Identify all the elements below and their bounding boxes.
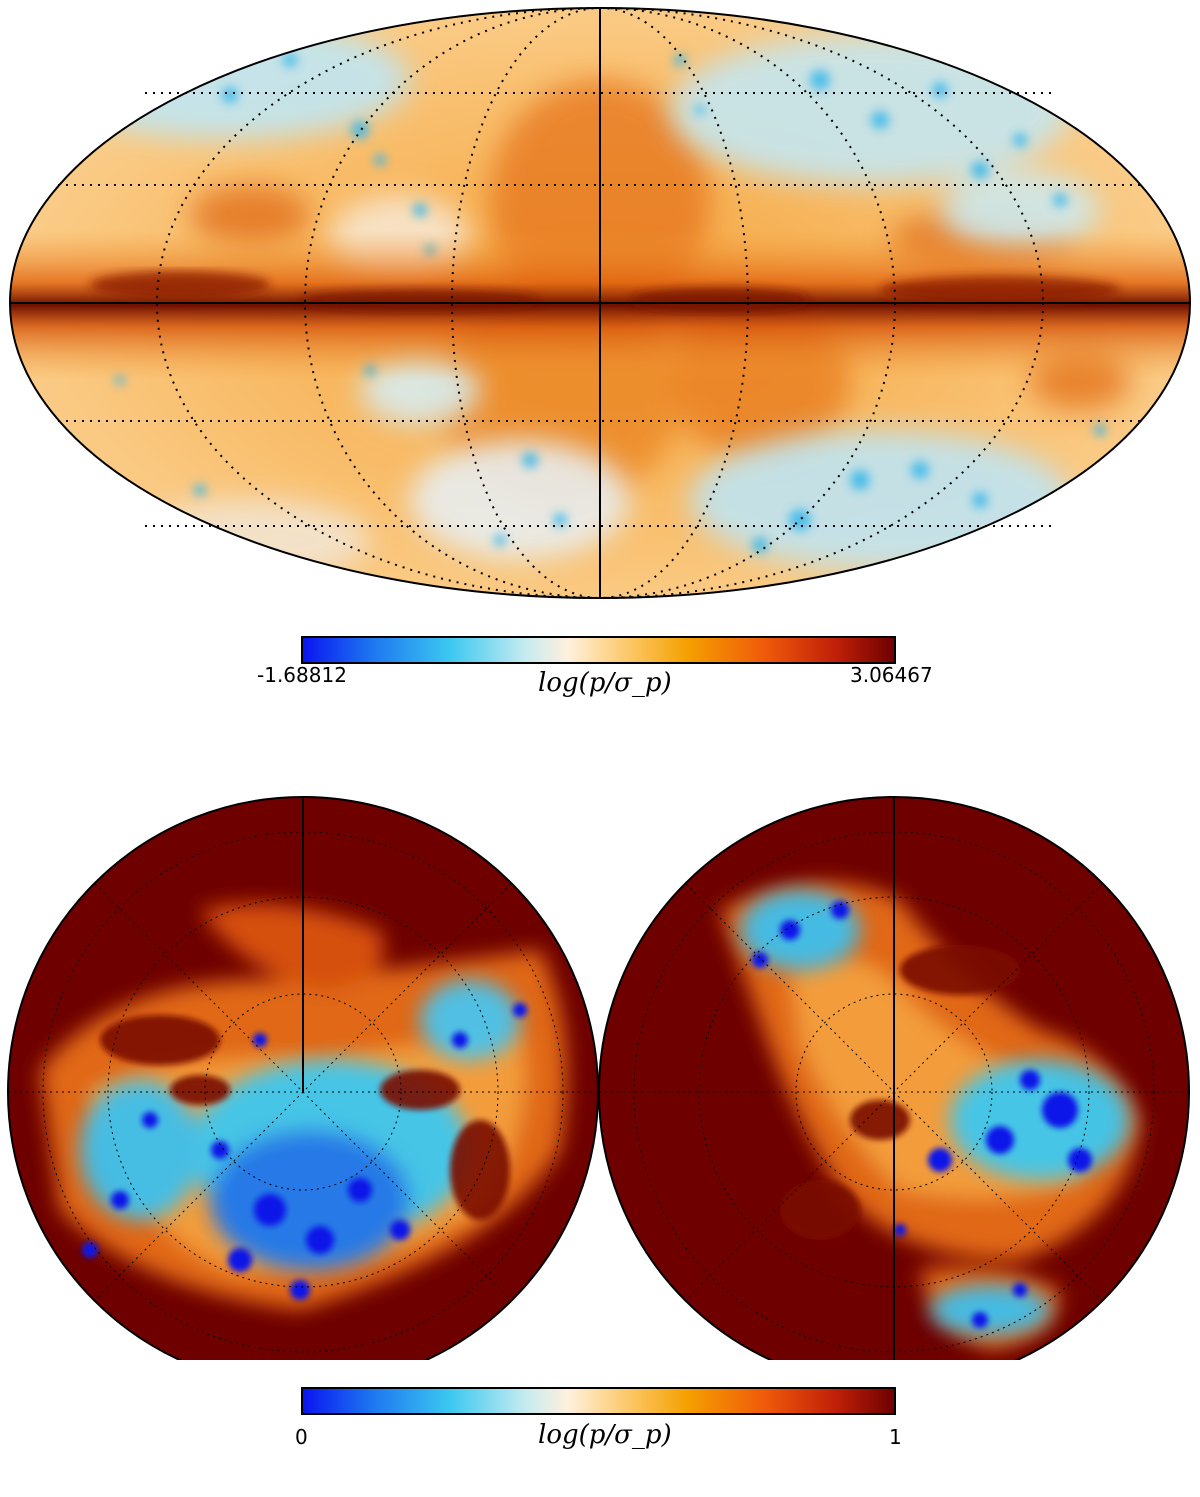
top-colorbar — [301, 636, 896, 664]
top-colorbar-quantity-label: log(p/σ_p) — [538, 668, 672, 698]
bottom-colorbar-min-label: 0 — [295, 1425, 308, 1449]
top-colorbar-max-label: 3.06467 — [850, 663, 933, 687]
south-hemisphere — [598, 796, 1190, 1360]
north-hemisphere — [7, 796, 599, 1360]
orthographic-map — [7, 796, 1190, 1360]
map-boundary — [9, 7, 1191, 599]
top-colorbar-min-label: -1.68812 — [257, 663, 347, 687]
bottom-colorbar-bar — [301, 1387, 896, 1415]
mollweide-map — [9, 7, 1191, 599]
bottom-colorbar-quantity-label: log(p/σ_p) — [538, 1420, 672, 1450]
bottom-colorbar-max-label: 1 — [889, 1425, 902, 1449]
bottom-colorbar — [0, 1088, 1200, 1128]
